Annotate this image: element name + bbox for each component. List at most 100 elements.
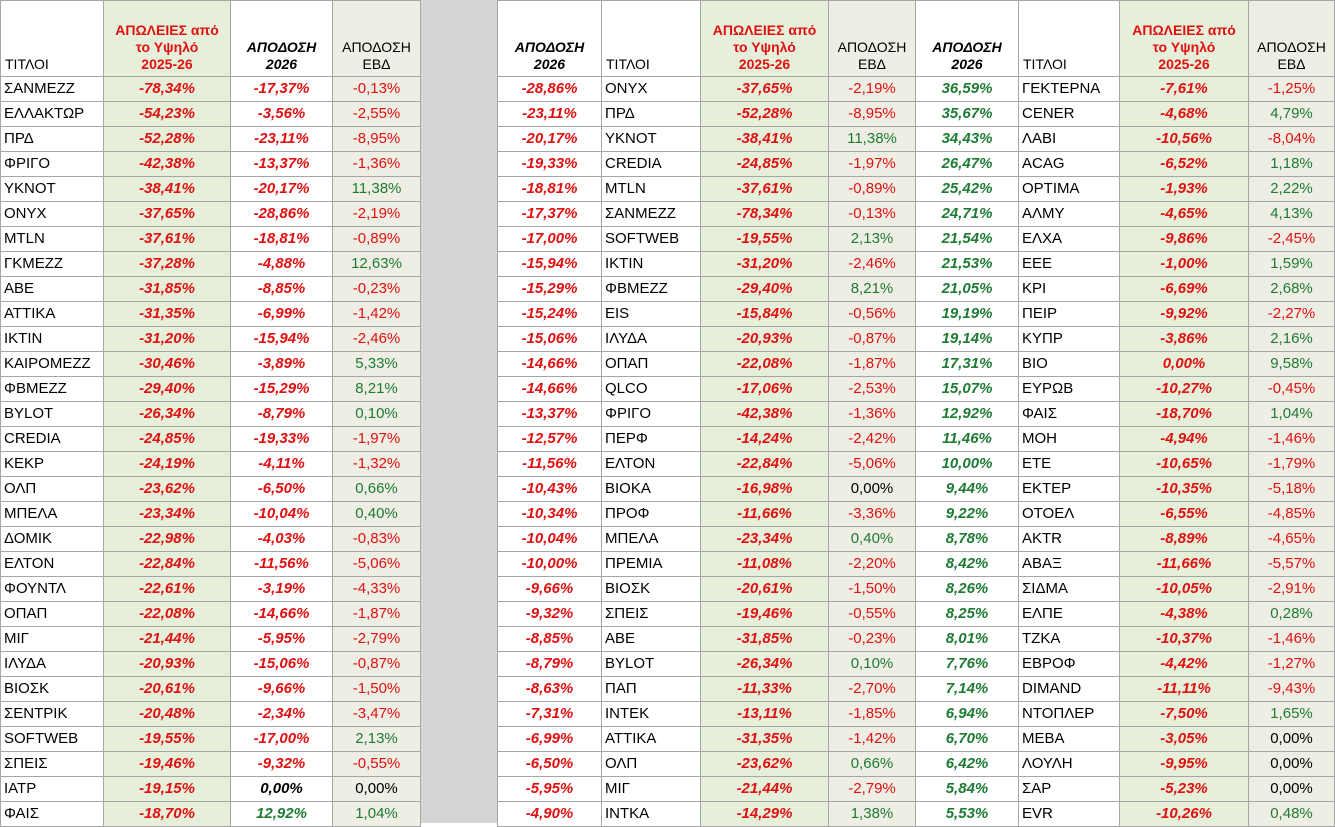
loss-from-high-cell: -52,28% — [700, 101, 829, 127]
loss-from-high-cell: -14,24% — [700, 426, 829, 452]
loss-from-high-cell: -11,33% — [700, 676, 829, 702]
weekly-return-cell: 8,21% — [332, 376, 421, 402]
weekly-return-cell: -0,23% — [332, 276, 421, 302]
table-row: 9,22% ΟΤΟΕΛ -6,55% -4,85% — [915, 501, 1335, 527]
weekly-return-cell: 8,21% — [828, 276, 916, 302]
loss-from-high-cell: -3,05% — [1119, 726, 1249, 752]
table-right: ΑΠΟΔΟΣΗ 2026 ΤΙΤΛΟΙ ΑΠΩΛΕΙΕΣ από το Υψηλό 2… — [915, 0, 1335, 827]
loss-from-high-cell: -13,11% — [700, 701, 829, 727]
table-row: ΚΑΙΡΟΜΕΖΖ -30,46% -3,89% 5,33% — [0, 351, 421, 377]
loss-from-high-cell: -29,40% — [103, 376, 231, 402]
ytd-return-cell: -10,00% — [497, 551, 602, 577]
weekly-return-cell: -2,53% — [828, 376, 916, 402]
stock-name-cell: ΕΛΤΟΝ — [601, 451, 701, 477]
table-row: 19,14% ΚΥΠΡ -3,86% 2,16% — [915, 326, 1335, 352]
weekly-return-cell: -1,46% — [1248, 426, 1335, 452]
weekly-return-cell: -0,55% — [332, 751, 421, 777]
table-row: 9,44% ΕΚΤΕΡ -10,35% -5,18% — [915, 476, 1335, 502]
loss-from-high-cell: -3,86% — [1119, 326, 1249, 352]
table-row: ΒΙΟΣΚ -20,61% -9,66% -1,50% — [0, 676, 421, 702]
loss-from-high-cell: -9,92% — [1119, 301, 1249, 327]
loss-from-high-cell: -37,65% — [700, 76, 829, 102]
ytd-return-cell: 6,42% — [915, 751, 1019, 777]
loss-from-high-cell: -42,38% — [103, 151, 231, 177]
table-row: -10,43% ΒΙΟΚΑ -16,98% 0,00% — [497, 476, 916, 502]
weekly-return-cell: -1,87% — [332, 601, 421, 627]
loss-from-high-cell: -42,38% — [700, 401, 829, 427]
stock-name-cell: ΒΙΟ — [1018, 351, 1120, 377]
stock-name-cell: ΙΛΥΔΑ — [601, 326, 701, 352]
loss-from-high-cell: -31,35% — [103, 301, 231, 327]
loss-from-high-cell: -20,93% — [103, 651, 231, 677]
loss-from-high-cell: -22,98% — [103, 526, 231, 552]
stock-name-cell: ΕΛΛΑΚΤΩΡ — [0, 101, 104, 127]
ytd-return-cell: -23,11% — [230, 126, 333, 152]
weekly-return-cell: 4,13% — [1248, 201, 1335, 227]
table-row: ΟΛΠ -23,62% -6,50% 0,66% — [0, 476, 421, 502]
table-row: 19,19% ΠΕΙΡ -9,92% -2,27% — [915, 301, 1335, 327]
header-name: ΤΙΤΛΟΙ — [1018, 0, 1120, 77]
loss-from-high-cell: -31,85% — [700, 626, 829, 652]
stock-name-cell: ΚΑΙΡΟΜΕΖΖ — [0, 351, 104, 377]
loss-from-high-cell: -23,34% — [700, 526, 829, 552]
stock-name-cell: ΑΛΜΥ — [1018, 201, 1120, 227]
header-week: ΑΠΟΔΟΣΗ ΕΒΔ — [332, 0, 421, 77]
ytd-return-cell: -8,79% — [497, 651, 602, 677]
table-row: BYLOT -26,34% -8,79% 0,10% — [0, 401, 421, 427]
loss-from-high-cell: -10,56% — [1119, 126, 1249, 152]
weekly-return-cell: -1,27% — [1248, 651, 1335, 677]
table-row: -7,31% ΙΝΤΕΚ -13,11% -1,85% — [497, 701, 916, 727]
weekly-return-cell: 0,40% — [828, 526, 916, 552]
stock-name-cell: ΜΟΗ — [1018, 426, 1120, 452]
weekly-return-cell: 0,66% — [332, 476, 421, 502]
table-row: 6,70% ΜΕΒΑ -3,05% 0,00% — [915, 726, 1335, 752]
weekly-return-cell: -9,43% — [1248, 676, 1335, 702]
ytd-return-cell: -9,66% — [230, 676, 333, 702]
ytd-return-cell: -15,06% — [230, 651, 333, 677]
loss-from-high-cell: -19,55% — [700, 226, 829, 252]
loss-from-high-cell: -8,89% — [1119, 526, 1249, 552]
weekly-return-cell: -0,87% — [828, 326, 916, 352]
table-row: 11,46% ΜΟΗ -4,94% -1,46% — [915, 426, 1335, 452]
weekly-return-cell: 11,38% — [828, 126, 916, 152]
ytd-return-cell: -17,00% — [230, 726, 333, 752]
loss-from-high-cell: -37,28% — [103, 251, 231, 277]
stock-name-cell: ΕΤΕ — [1018, 451, 1120, 477]
weekly-return-cell: -1,79% — [1248, 451, 1335, 477]
table-row: 15,07% ΕΥΡΩΒ -10,27% -0,45% — [915, 376, 1335, 402]
table-row: 35,67% CENER -4,68% 4,79% — [915, 101, 1335, 127]
ytd-return-cell: -4,11% — [230, 451, 333, 477]
weekly-return-cell: -1,25% — [1248, 76, 1335, 102]
weekly-return-cell: -2,79% — [332, 626, 421, 652]
ytd-return-cell: -15,24% — [497, 301, 602, 327]
ytd-return-cell: -8,79% — [230, 401, 333, 427]
stock-name-cell: ΕΛΧΑ — [1018, 226, 1120, 252]
table-row: 8,78% AKTR -8,89% -4,65% — [915, 526, 1335, 552]
ytd-return-cell: -9,32% — [230, 751, 333, 777]
weekly-return-cell: -2,19% — [332, 201, 421, 227]
stock-name-cell: ΣΕΝΤΡΙΚ — [0, 701, 104, 727]
weekly-return-cell: -2,46% — [332, 326, 421, 352]
loss-from-high-cell: -31,85% — [103, 276, 231, 302]
loss-from-high-cell: -19,46% — [700, 601, 829, 627]
loss-from-high-cell: -19,15% — [103, 776, 231, 802]
loss-from-high-cell: -24,85% — [103, 426, 231, 452]
loss-from-high-cell: 0,00% — [1119, 351, 1249, 377]
table-row: ΑΒΕ -31,85% -8,85% -0,23% — [0, 276, 421, 302]
weekly-return-cell: -0,89% — [332, 226, 421, 252]
stock-name-cell: AKTR — [1018, 526, 1120, 552]
stock-name-cell: ΓΚΜΕΖΖ — [0, 251, 104, 277]
weekly-return-cell: -1,50% — [828, 576, 916, 602]
table-row: 21,54% ΕΛΧΑ -9,86% -2,45% — [915, 226, 1335, 252]
table-middle: ΑΠΟΔΟΣΗ 2026 ΤΙΤΛΟΙ ΑΠΩΛΕΙΕΣ από το Υψηλό 2… — [497, 0, 916, 827]
table-row: -6,50% ΟΛΠ -23,62% 0,66% — [497, 751, 916, 777]
weekly-return-cell: -2,45% — [1248, 226, 1335, 252]
weekly-return-cell: -2,70% — [828, 676, 916, 702]
loss-from-high-cell: -4,38% — [1119, 601, 1249, 627]
table-row: -18,81% MTLN -37,61% -0,89% — [497, 176, 916, 202]
stock-name-cell: ΜΠΕΛΑ — [0, 501, 104, 527]
table-row: ΕΛΤΟΝ -22,84% -11,56% -5,06% — [0, 551, 421, 577]
ytd-return-cell: 19,14% — [915, 326, 1019, 352]
ytd-return-cell: -13,37% — [230, 151, 333, 177]
weekly-return-cell: 0,00% — [332, 776, 421, 802]
